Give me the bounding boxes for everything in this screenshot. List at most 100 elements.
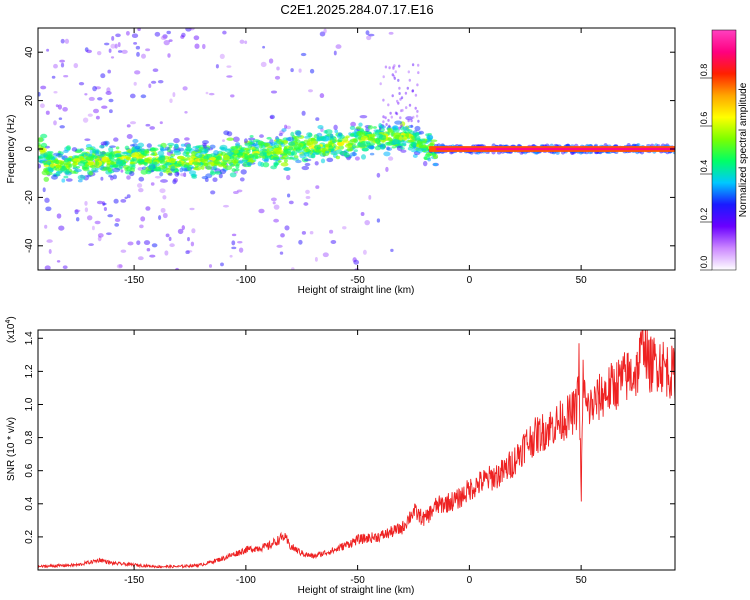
heatmap-blob — [148, 83, 152, 89]
heatmap-blob — [92, 85, 97, 92]
heatmap-blob — [131, 156, 137, 162]
heatmap-blob — [424, 153, 432, 157]
heatmap-blob — [182, 86, 188, 91]
heatmap-blob — [60, 38, 65, 44]
heatmap-blob — [275, 150, 281, 155]
heatmap-blob — [89, 164, 96, 169]
heatmap-blob — [350, 132, 355, 137]
heatmap-blob — [276, 244, 283, 248]
snr-y-label: SNR (10 * v/v) — [6, 417, 17, 481]
colorbar-tick-label: 0.4 — [699, 160, 709, 173]
heatmap-blob — [258, 208, 265, 214]
heatmap-blob — [75, 165, 81, 169]
heatmap-blob — [162, 195, 167, 200]
heatmap-blob — [166, 30, 171, 35]
heatmap-blob — [410, 124, 413, 128]
heatmap-blob — [398, 142, 404, 147]
heatmap-blob — [286, 157, 294, 160]
heatmap-blob — [146, 143, 152, 148]
heatmap-blob — [330, 150, 337, 154]
heatmap-blob — [416, 109, 419, 113]
colorbar-tick-label: 0.2 — [699, 208, 709, 221]
heatmap-blob — [208, 161, 215, 165]
heatmap-blob — [110, 158, 116, 163]
heatmap-blob — [398, 64, 401, 68]
heatmap-blob — [187, 236, 190, 242]
colorbar-tick-label: 0.8 — [699, 64, 709, 77]
heatmap-blob — [353, 259, 360, 265]
heatmap-blob — [365, 30, 370, 36]
heatmap-blob — [132, 138, 139, 144]
heatmap-blob — [157, 150, 165, 156]
heatmap-blob — [314, 144, 321, 150]
heatmap-blob — [181, 225, 185, 231]
snr-y-axis: 0.2 0.4 0.6 0.8 1.0 1.2 1.4 — [24, 331, 675, 544]
heatmap-blob — [346, 143, 351, 146]
heatmap-blob — [115, 33, 121, 38]
heatmap-blob — [108, 146, 114, 152]
heatmap-blob — [226, 151, 234, 156]
heatmap-blob — [391, 94, 394, 98]
heatmap-blob — [400, 123, 404, 127]
heatmap-blob — [286, 193, 291, 198]
heatmap-blob — [400, 146, 405, 150]
heatmap-blob — [244, 153, 248, 159]
heatmap-blob — [154, 31, 161, 37]
heatmap-blob — [220, 262, 224, 267]
heatmap-blob — [325, 150, 330, 154]
heatmap-blob — [40, 142, 48, 148]
heatmap-blob — [329, 133, 334, 138]
heatmap-blob — [388, 66, 391, 70]
heatmap-blob — [126, 134, 133, 139]
heatmap-blob — [134, 70, 141, 75]
heatmap-blob — [308, 89, 313, 93]
heatmap-blob — [103, 42, 110, 46]
heatmap-blob — [279, 251, 284, 255]
heatmap-blob — [219, 168, 227, 175]
heatmap-blob — [222, 30, 227, 35]
heatmap-blob — [185, 151, 190, 156]
heatmap-blob — [405, 106, 408, 110]
heatmap-blob — [285, 125, 292, 130]
heatmap-blob — [391, 73, 394, 77]
heatmap-blob — [152, 68, 159, 73]
heatmap-blob — [414, 93, 418, 97]
heatmap-blob — [145, 206, 151, 211]
heatmap-blob — [103, 206, 107, 212]
heatmap-blob — [232, 190, 239, 195]
heatmap-blob — [59, 166, 67, 171]
heatmap-blob — [235, 163, 240, 169]
heatmap-blob — [252, 153, 260, 157]
heatmap-blob — [220, 163, 226, 167]
heatmap-blob — [129, 171, 135, 177]
heatmap-blob — [387, 129, 394, 134]
spectrogram-y-tick-label: 20 — [24, 95, 35, 107]
heatmap-blob — [162, 212, 168, 219]
heatmap-blob — [229, 254, 233, 258]
heatmap-blob — [417, 71, 420, 75]
heatmap-blob — [109, 109, 113, 114]
heatmap-blob — [407, 70, 410, 74]
heatmap-blob — [272, 156, 280, 161]
heatmap-blob — [185, 250, 190, 255]
snr-x-tick-label: -150 — [124, 575, 144, 586]
snr-series-line — [38, 330, 675, 569]
heatmap-blob — [108, 154, 113, 160]
heatmap-blob — [309, 68, 315, 74]
heatmap-blob — [230, 163, 235, 167]
heatmap-blob — [408, 124, 414, 129]
heatmap-blob — [375, 138, 381, 144]
heatmap-blob — [181, 32, 186, 38]
heatmap-blob — [84, 200, 88, 206]
heatmap-blob — [385, 166, 389, 172]
heatmap-blob — [84, 47, 89, 52]
heatmap-blob — [361, 147, 369, 152]
heatmap-blob — [303, 158, 312, 162]
heatmap-blob — [280, 233, 285, 238]
heatmap-blob — [283, 148, 292, 154]
heatmap-blob — [411, 63, 415, 67]
heatmap-blob — [125, 30, 130, 36]
heatmap-blob — [112, 167, 121, 173]
heatmap-blob — [142, 153, 150, 157]
heatmap-blob — [298, 239, 303, 245]
